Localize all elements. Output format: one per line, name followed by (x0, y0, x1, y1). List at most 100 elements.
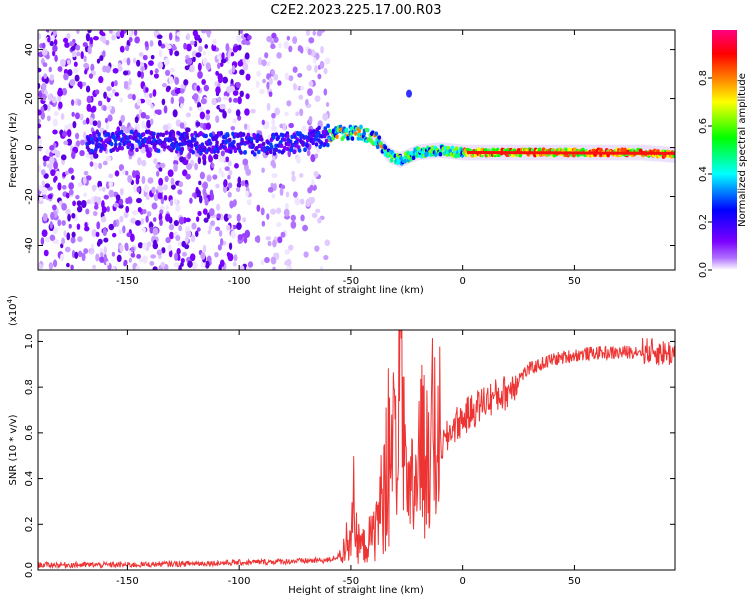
ridge-speckle (243, 150, 247, 155)
noise-speckle (175, 204, 181, 212)
noise-speckle (311, 212, 318, 219)
noise-speckle (202, 208, 208, 215)
ridge-speckle (275, 136, 280, 142)
noise-speckle (218, 153, 222, 162)
colorbar: 0.0 0.2 0.4 0.6 0.8 Normalized spectral ampl… (698, 30, 748, 278)
noise-speckle (41, 180, 45, 187)
noise-speckle (300, 214, 305, 222)
noise-speckle (237, 234, 243, 241)
noise-speckle (298, 173, 304, 178)
ridge-speckle (454, 146, 459, 151)
noise-speckle (136, 186, 141, 193)
noise-speckle (191, 261, 198, 270)
noise-speckle (284, 72, 289, 81)
noise-speckle (50, 34, 55, 42)
ridge-speckle (94, 146, 98, 152)
noise-speckle (127, 93, 134, 100)
noise-speckle (63, 37, 69, 43)
noise-speckle (218, 78, 223, 84)
noise-speckle (84, 69, 88, 75)
noise-speckle (271, 112, 276, 119)
noise-speckle (240, 180, 246, 187)
noise-speckle (115, 194, 121, 201)
noise-speckle (57, 182, 62, 191)
ridge-speckle (155, 134, 160, 139)
noise-speckle (270, 69, 276, 76)
ridge-speckle (195, 141, 199, 146)
ridge-speckle (257, 149, 261, 155)
noise-speckle (266, 81, 270, 90)
noise-speckle (235, 82, 241, 89)
noise-speckle (97, 100, 103, 107)
snr-x-label: Height of straight line (km) (288, 585, 424, 596)
noise-speckle (299, 108, 304, 117)
x-tick-label: 0 (459, 576, 465, 587)
noise-speckle (92, 120, 98, 127)
noise-speckle (222, 76, 229, 84)
noise-speckle (57, 89, 64, 97)
noise-speckle (53, 161, 58, 170)
noise-speckle (52, 118, 58, 127)
noise-speckle (106, 205, 110, 213)
noise-speckle (233, 254, 238, 262)
ridge-speckle (124, 140, 128, 145)
noise-speckle (61, 220, 66, 226)
noise-speckle (225, 43, 230, 52)
noise-speckle (134, 116, 139, 124)
noise-speckle (309, 196, 316, 204)
y-tick-label: 0.0 (24, 562, 35, 578)
noise-speckle (123, 261, 127, 267)
noise-speckle (148, 60, 154, 67)
noise-speckle (284, 111, 289, 116)
noise-speckle (268, 91, 273, 97)
noise-speckle (176, 32, 181, 37)
noise-speckle (142, 209, 147, 215)
noise-speckle (125, 45, 130, 52)
noise-speckle (89, 36, 94, 45)
noise-speckle (48, 262, 54, 270)
noise-speckle (43, 249, 49, 257)
ridge-speckle (293, 134, 297, 139)
ridge-speckle (250, 144, 255, 150)
ridge-speckle (335, 134, 339, 140)
noise-speckle (147, 241, 152, 247)
ridge-speckle (281, 133, 285, 138)
noise-speckle (38, 82, 41, 90)
noise-speckle (104, 117, 109, 124)
noise-speckle (292, 83, 297, 91)
noise-speckle (40, 169, 46, 176)
noise-speckle (38, 145, 42, 152)
noise-speckle (244, 52, 250, 60)
noise-speckle (61, 237, 66, 245)
noise-speckle (102, 228, 108, 237)
noise-speckle (154, 68, 159, 74)
noise-speckle (158, 177, 164, 187)
noise-speckle (227, 182, 233, 189)
noise-speckle (107, 104, 112, 111)
noise-speckle (323, 255, 329, 261)
noise-speckle (215, 183, 220, 189)
y-tick-label: 1.0 (24, 333, 35, 349)
noise-speckle (61, 184, 67, 190)
noise-speckle (61, 87, 68, 96)
snr-line (38, 330, 675, 570)
noise-speckle (270, 256, 277, 265)
noise-speckle (228, 97, 232, 103)
ridge-speckle (169, 137, 173, 143)
noise-speckle (189, 197, 193, 204)
noise-speckle (128, 257, 132, 263)
noise-speckle (227, 214, 232, 219)
noise-speckle (152, 266, 158, 270)
ridge-speckle (120, 146, 124, 151)
noise-speckle (288, 75, 294, 82)
noise-speckle (93, 204, 99, 210)
noise-speckle (276, 52, 282, 59)
noise-speckle (160, 261, 166, 268)
ridge-speckle (185, 134, 189, 140)
noise-speckle (239, 90, 244, 97)
noise-speckle (49, 234, 56, 242)
noise-speckle (102, 50, 106, 58)
noise-speckle (89, 107, 96, 113)
noise-speckle (102, 160, 108, 166)
noise-speckle (48, 156, 55, 165)
